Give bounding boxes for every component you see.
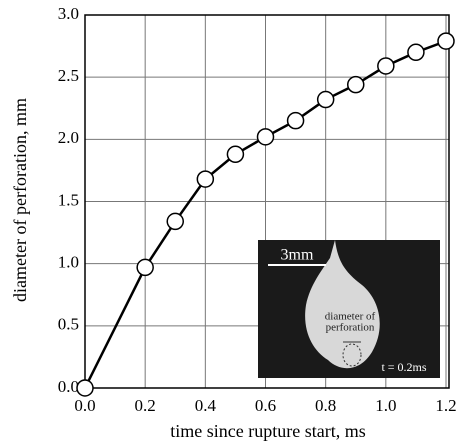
inset-photo: 3mm diameter of perforation t = 0.2ms [258, 240, 440, 378]
x-tick-label: 0.2 [135, 396, 156, 415]
data-point [437, 32, 455, 50]
inset-label: diameter of [325, 311, 376, 323]
inset-scale-label: 3mm [281, 247, 314, 264]
data-point [166, 212, 184, 231]
inset-blob [305, 240, 380, 369]
data-point [256, 128, 275, 146]
y-tick-label: 0.5 [58, 315, 79, 334]
data-point [196, 170, 215, 188]
inset-perforation [342, 343, 362, 367]
data-point [76, 379, 94, 397]
y-tick-label: 0.0 [58, 377, 79, 396]
inset-time: t = 0.2ms [381, 360, 426, 374]
y-axis-label: diameter of perforation, mm [10, 98, 30, 302]
y-tick-label: 2.5 [58, 66, 79, 85]
data-point [347, 75, 365, 94]
y-tick-label: 2.0 [58, 128, 79, 147]
x-tick-label: 1.0 [375, 396, 396, 415]
data-point [377, 57, 395, 75]
data-point [407, 43, 425, 62]
data-point [286, 111, 305, 130]
x-tick-label: 0.0 [74, 396, 95, 415]
y-tick-label: 1.5 [58, 190, 79, 209]
data-point [316, 90, 335, 109]
x-tick-label: 1.2 [435, 396, 456, 415]
y-tick-label: 1.0 [58, 253, 79, 272]
x-tick-label: 0.6 [255, 396, 276, 415]
x-tick-label: 0.8 [315, 396, 336, 415]
y-tick-label: 3.0 [58, 4, 79, 23]
x-tick-label: 0.4 [195, 396, 217, 415]
x-axis-label: time since rupture start, ms [170, 421, 365, 441]
inset-label: perforation [326, 322, 375, 334]
data-point [136, 258, 154, 277]
data-point [226, 145, 245, 164]
plot-frame [84, 14, 450, 389]
